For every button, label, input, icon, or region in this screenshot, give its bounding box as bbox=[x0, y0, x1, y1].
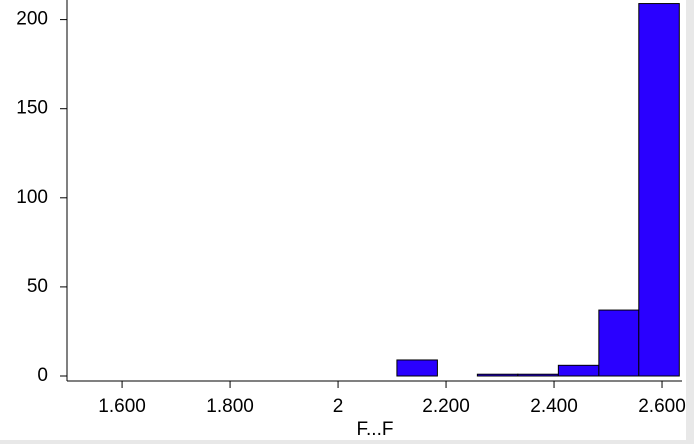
x-tick-label: 2.200 bbox=[422, 396, 470, 417]
bar bbox=[598, 309, 640, 377]
bar bbox=[557, 364, 600, 377]
y-tick-label: 50 bbox=[27, 276, 48, 297]
y-tick-label: 0 bbox=[37, 365, 48, 386]
bar bbox=[517, 373, 559, 377]
x-tick-label: 2 bbox=[333, 396, 344, 417]
y-tick-label: 100 bbox=[16, 187, 48, 208]
x-tick-label: 2.600 bbox=[638, 396, 686, 417]
x-axis-label: F...F bbox=[357, 419, 394, 440]
x-tick-label: 2.400 bbox=[530, 396, 578, 417]
bar bbox=[638, 3, 680, 377]
bar bbox=[476, 373, 519, 377]
bar bbox=[396, 359, 438, 377]
y-tick-label: 150 bbox=[16, 98, 48, 119]
x-tick-label: 1.600 bbox=[98, 396, 146, 417]
x-tick-label: 1.800 bbox=[206, 396, 254, 417]
y-tick-label: 200 bbox=[16, 9, 48, 30]
